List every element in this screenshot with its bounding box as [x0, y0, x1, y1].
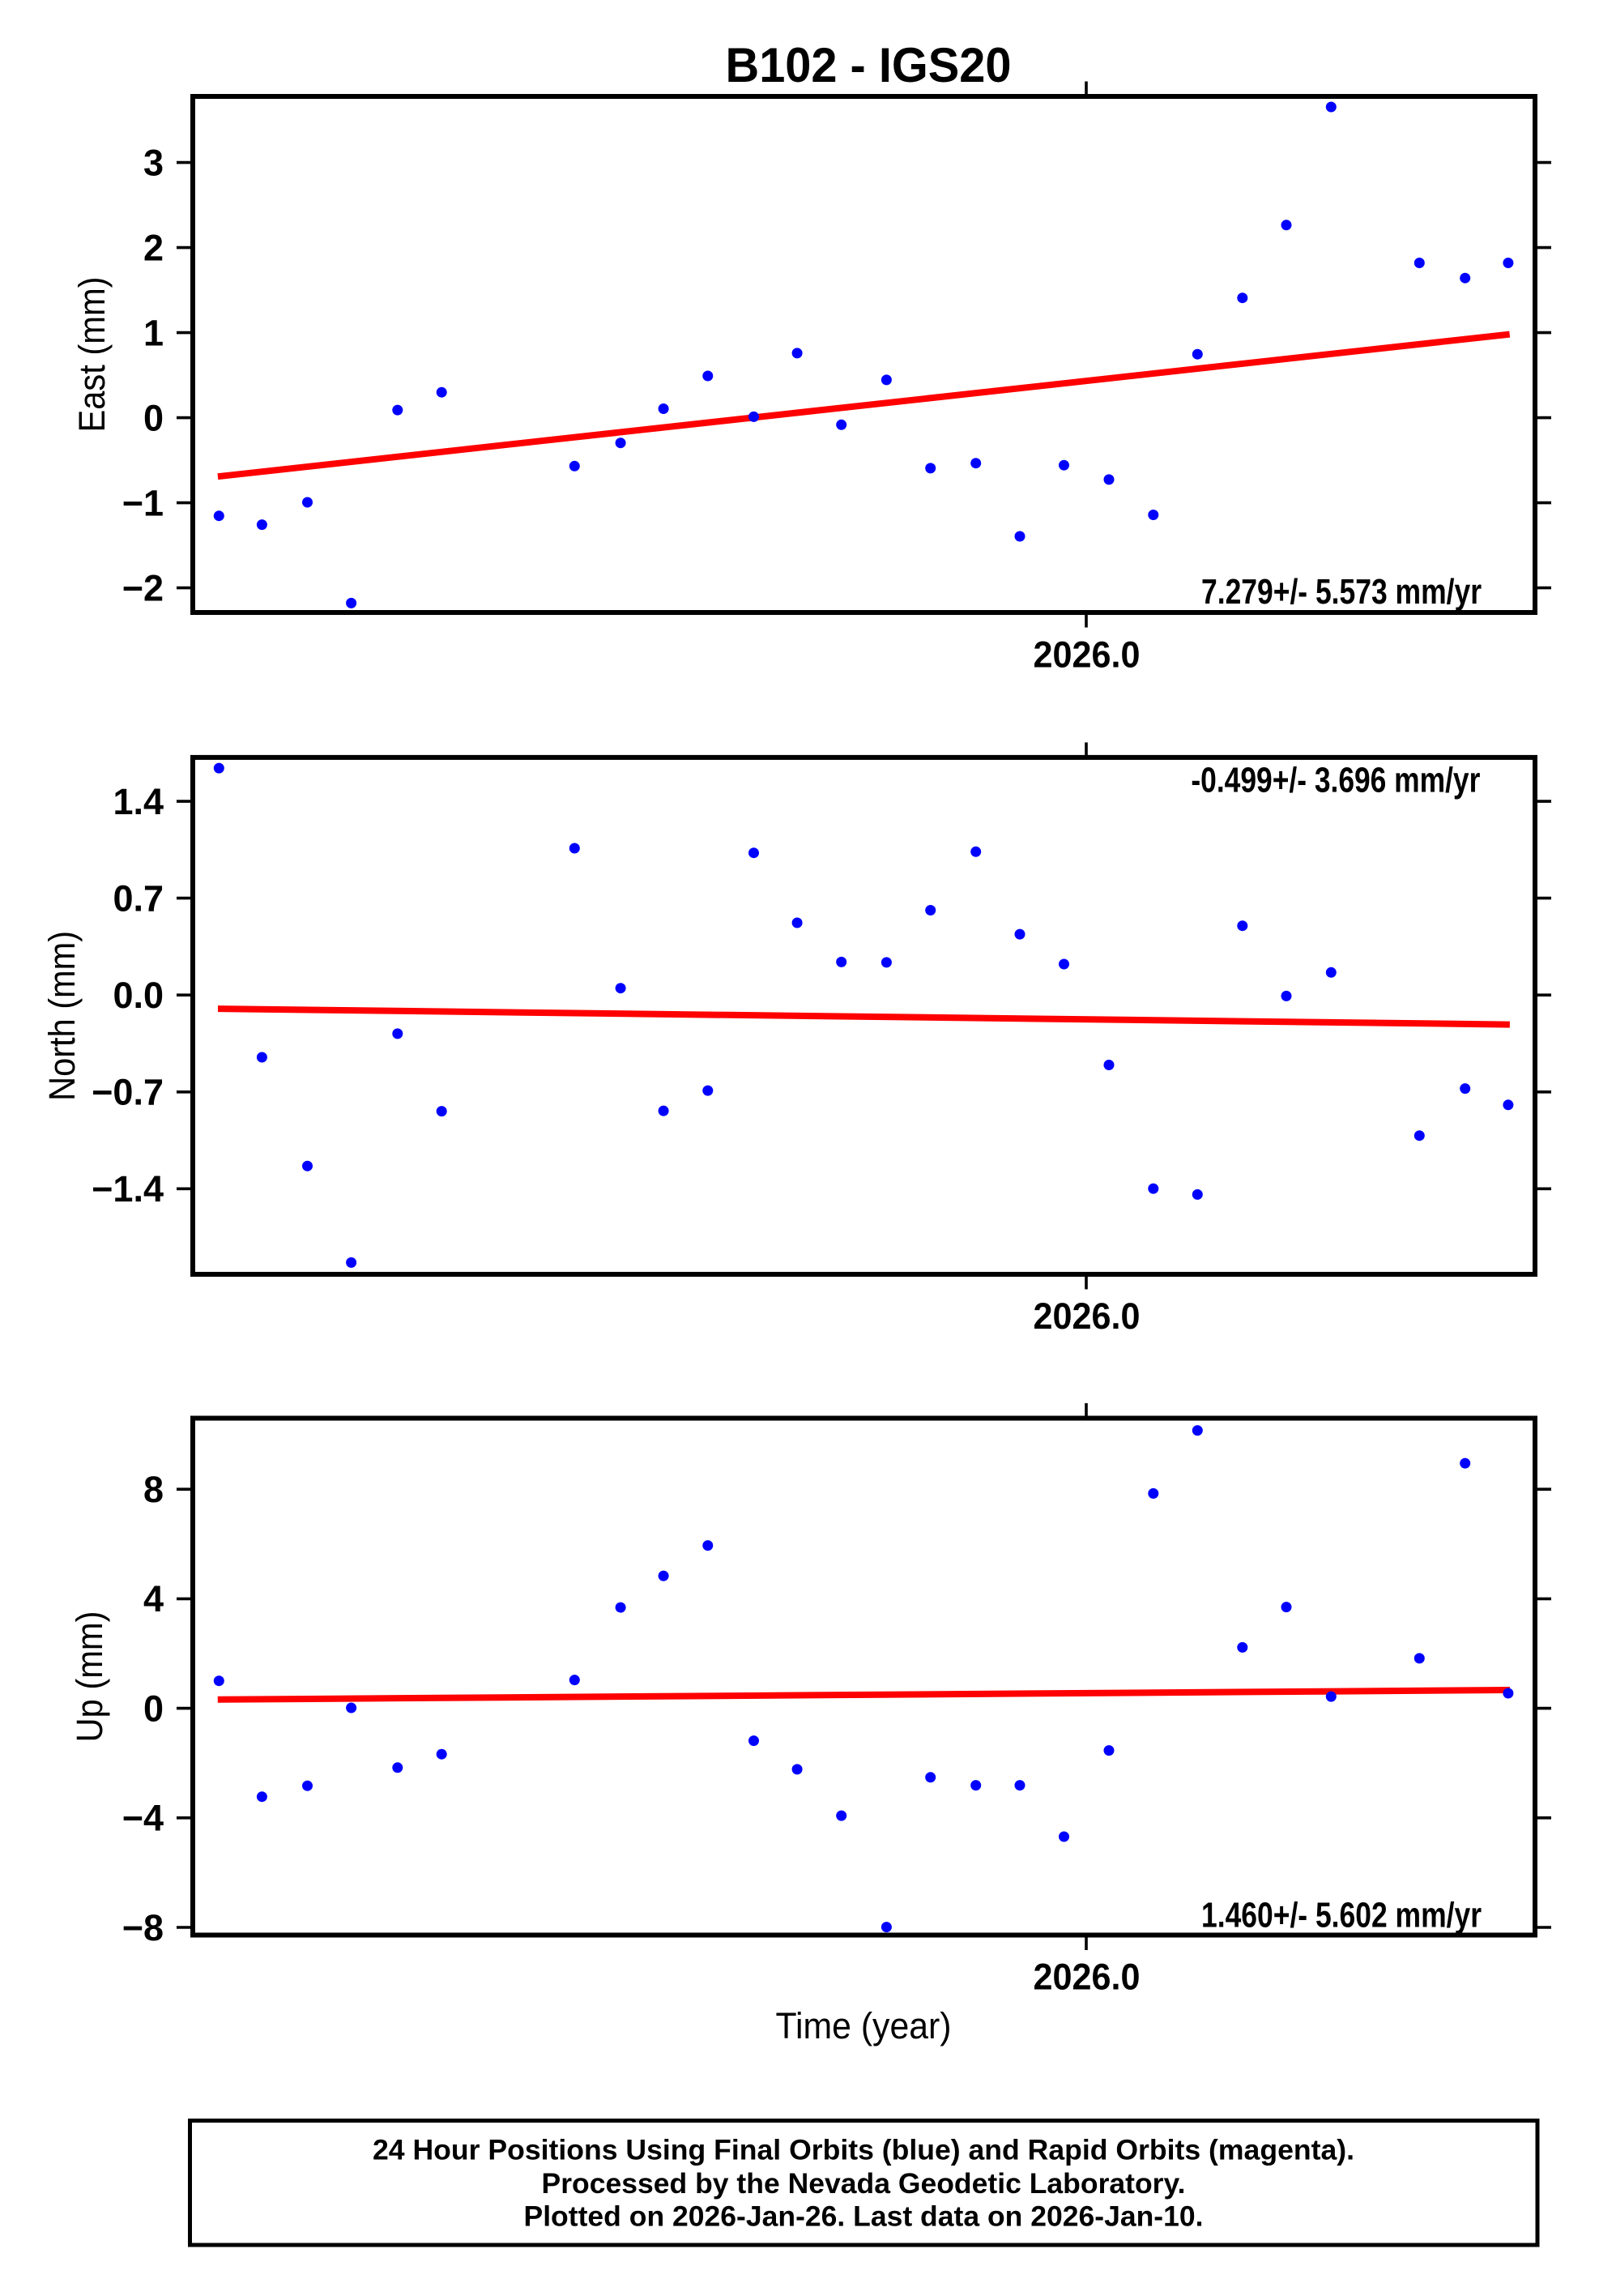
svg-text:8: 8: [143, 1469, 164, 1510]
svg-text:Time (year): Time (year): [776, 2005, 952, 2046]
svg-text:−2: −2: [122, 567, 164, 608]
svg-text:−1: −1: [122, 482, 164, 523]
svg-text:Up (mm): Up (mm): [69, 1611, 110, 1743]
svg-text:−4: −4: [122, 1798, 164, 1839]
svg-text:1: 1: [143, 312, 164, 353]
svg-text:2026.0: 2026.0: [1034, 1957, 1141, 1998]
svg-text:3: 3: [143, 142, 164, 183]
svg-text:24 Hour Positions Using Final: 24 Hour Positions Using Final Orbits (bl…: [373, 2134, 1354, 2166]
svg-text:1.4: 1.4: [113, 781, 164, 822]
svg-text:2: 2: [143, 227, 164, 268]
svg-text:0.7: 0.7: [113, 877, 164, 919]
svg-text:2026.0: 2026.0: [1034, 1295, 1141, 1337]
svg-text:North (mm): North (mm): [41, 931, 83, 1101]
svg-text:−1.4: −1.4: [92, 1168, 164, 1210]
svg-text:0: 0: [143, 1688, 164, 1729]
svg-text:2026.0: 2026.0: [1034, 634, 1141, 675]
svg-text:−0.7: −0.7: [92, 1072, 164, 1113]
svg-text:Plotted on 2026-Jan-26. Last d: Plotted on 2026-Jan-26. Last data on 202…: [524, 2200, 1204, 2233]
svg-text:7.279+/- 5.573 mm/yr: 7.279+/- 5.573 mm/yr: [1201, 573, 1482, 612]
svg-text:1.460+/- 5.602 mm/yr: 1.460+/- 5.602 mm/yr: [1201, 1897, 1482, 1935]
svg-text:B102 - IGS20: B102 - IGS20: [726, 38, 1012, 92]
svg-text:East (mm): East (mm): [71, 277, 113, 433]
svg-text:4: 4: [143, 1578, 164, 1620]
svg-text:Processed by the Nevada Geodet: Processed by the Nevada Geodetic Laborat…: [542, 2167, 1186, 2200]
svg-text:0.0: 0.0: [113, 975, 164, 1016]
svg-text:0: 0: [143, 397, 164, 438]
svg-text:-0.499+/- 3.696 mm/yr: -0.499+/- 3.696 mm/yr: [1191, 761, 1480, 800]
svg-text:−8: −8: [122, 1907, 164, 1948]
